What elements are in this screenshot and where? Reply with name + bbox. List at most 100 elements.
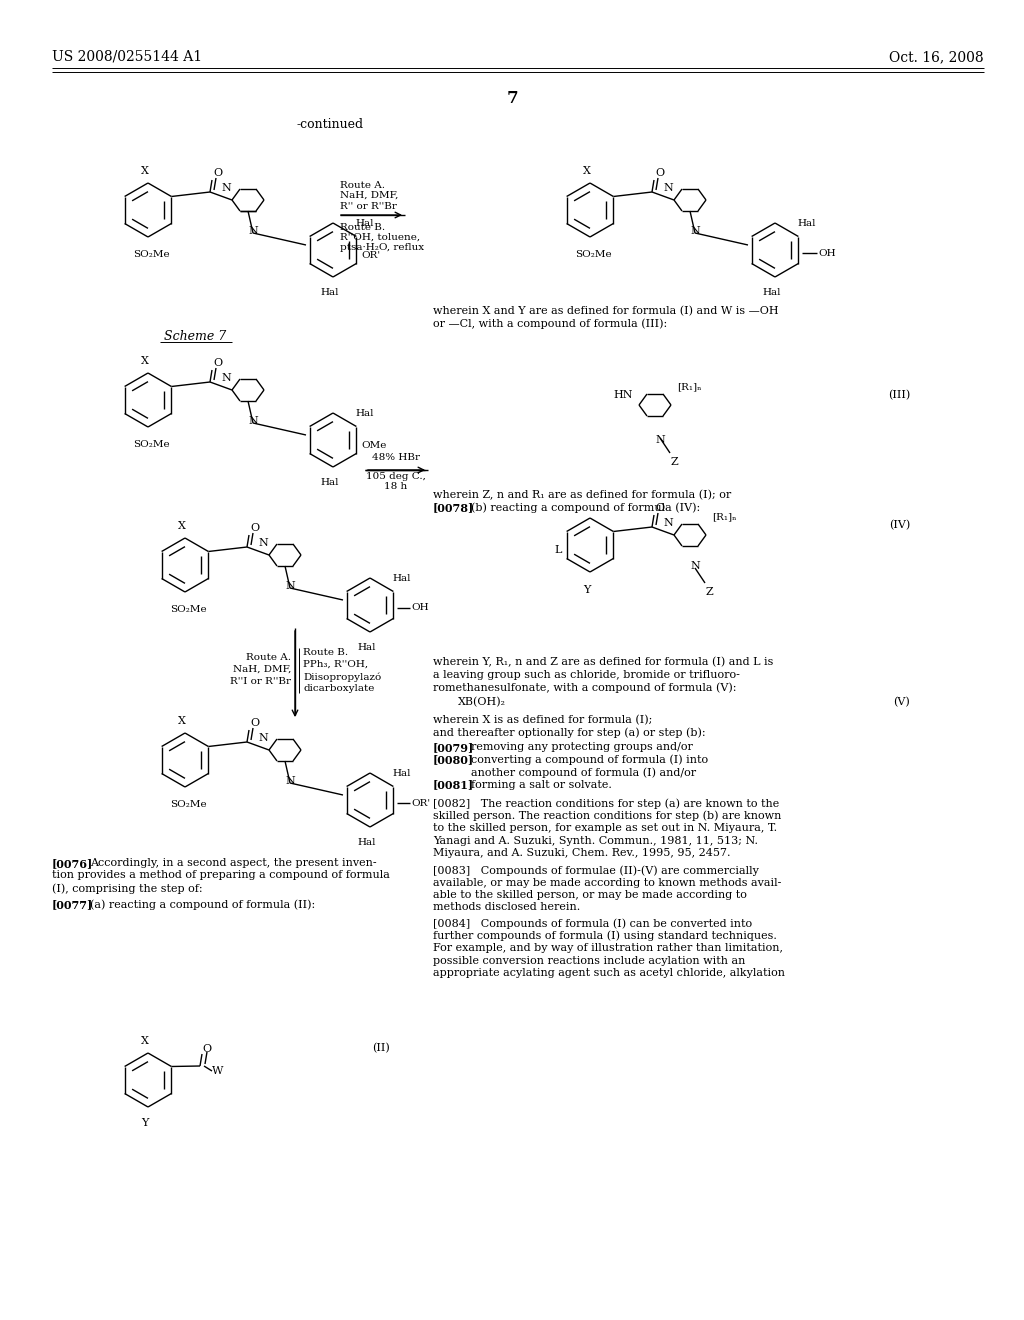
Text: R''I or R''Br: R''I or R''Br — [230, 677, 291, 686]
Text: SO₂Me: SO₂Me — [170, 605, 207, 614]
Text: N: N — [258, 733, 268, 743]
Text: X: X — [141, 356, 148, 366]
Text: Y: Y — [141, 1118, 148, 1129]
Text: 105 deg C.,: 105 deg C., — [366, 473, 426, 480]
Text: ptsa·H₂O, reflux: ptsa·H₂O, reflux — [340, 243, 424, 252]
Text: Route A.: Route A. — [340, 181, 385, 190]
Text: possible conversion reactions include acylation with an: possible conversion reactions include ac… — [433, 956, 745, 965]
Text: N: N — [664, 183, 673, 193]
Text: and thereafter optionally for step (a) or step (b):: and thereafter optionally for step (a) o… — [433, 727, 706, 738]
Text: X: X — [141, 166, 148, 176]
Text: Z: Z — [671, 457, 679, 467]
Text: Hal: Hal — [321, 288, 339, 297]
Text: O: O — [213, 358, 222, 368]
Text: appropriate acylating agent such as acetyl chloride, alkylation: appropriate acylating agent such as acet… — [433, 968, 785, 978]
Text: [0084]   Compounds of formula (I) can be converted into: [0084] Compounds of formula (I) can be c… — [433, 917, 752, 928]
Text: NaH, DMF,: NaH, DMF, — [340, 191, 398, 201]
Text: O: O — [655, 168, 665, 178]
Text: Accordingly, in a second aspect, the present inven-: Accordingly, in a second aspect, the pre… — [90, 858, 377, 869]
Text: [0079]: [0079] — [433, 742, 474, 752]
Text: (a) reacting a compound of formula (II):: (a) reacting a compound of formula (II): — [90, 899, 315, 909]
Text: wherein Y, R₁, n and Z are as defined for formula (I) and L is: wherein Y, R₁, n and Z are as defined fo… — [433, 657, 773, 668]
Text: N: N — [248, 226, 258, 236]
Text: HN: HN — [613, 389, 633, 400]
Text: available, or may be made according to known methods avail-: available, or may be made according to k… — [433, 878, 781, 887]
Text: N: N — [664, 517, 673, 528]
Text: SO₂Me: SO₂Me — [575, 249, 611, 259]
Text: (IV): (IV) — [889, 520, 910, 531]
Text: [0077]: [0077] — [52, 899, 93, 911]
Text: Hal: Hal — [357, 838, 376, 847]
Text: SO₂Me: SO₂Me — [133, 440, 170, 449]
Text: wherein X and Y are as defined for formula (I) and W is —OH: wherein X and Y are as defined for formu… — [433, 306, 778, 317]
Text: Hal: Hal — [357, 643, 376, 652]
Text: skilled person. The reaction conditions for step (b) are known: skilled person. The reaction conditions … — [433, 810, 781, 821]
Text: 48% HBr: 48% HBr — [372, 453, 420, 462]
Text: removing any protecting groups and/or: removing any protecting groups and/or — [471, 742, 693, 752]
Text: Miyaura, and A. Suzuki, Chem. Rev., 1995, 95, 2457.: Miyaura, and A. Suzuki, Chem. Rev., 1995… — [433, 847, 730, 858]
Text: [R₁]ₙ: [R₁]ₙ — [677, 383, 701, 392]
Text: L: L — [554, 545, 562, 554]
Text: [0076]: [0076] — [52, 858, 93, 869]
Text: N: N — [248, 416, 258, 426]
Text: Hal: Hal — [797, 219, 815, 228]
Text: N: N — [258, 539, 268, 548]
Text: OR': OR' — [411, 799, 430, 808]
Text: [0083]   Compounds of formulae (II)-(V) are commercially: [0083] Compounds of formulae (II)-(V) ar… — [433, 865, 759, 875]
Text: Diisopropylazó: Diisopropylazó — [303, 672, 381, 681]
Text: Hal: Hal — [763, 288, 781, 297]
Text: tion provides a method of preparing a compound of formula: tion provides a method of preparing a co… — [52, 870, 390, 880]
Text: O: O — [655, 503, 665, 513]
Text: [0078]: [0078] — [433, 503, 474, 513]
Text: (III): (III) — [888, 389, 910, 400]
Text: Route A.: Route A. — [246, 653, 291, 663]
Text: For example, and by way of illustration rather than limitation,: For example, and by way of illustration … — [433, 942, 783, 953]
Text: (II): (II) — [373, 1043, 390, 1053]
Text: forming a salt or solvate.: forming a salt or solvate. — [471, 780, 612, 789]
Text: [0081]: [0081] — [433, 780, 474, 791]
Text: OH: OH — [411, 603, 429, 612]
Text: Z: Z — [706, 587, 714, 597]
Text: Yanagi and A. Suzuki, Synth. Commun., 1981, 11, 513; N.: Yanagi and A. Suzuki, Synth. Commun., 19… — [433, 836, 758, 846]
Text: O: O — [250, 718, 259, 729]
Text: N: N — [221, 183, 230, 193]
Text: able to the skilled person, or may be made according to: able to the skilled person, or may be ma… — [433, 890, 746, 900]
Text: R''OH, toluene,: R''OH, toluene, — [340, 234, 420, 242]
Text: Hal: Hal — [355, 409, 374, 418]
Text: converting a compound of formula (I) into: converting a compound of formula (I) int… — [471, 755, 709, 766]
Text: Hal: Hal — [392, 574, 411, 583]
Text: [0080]: [0080] — [433, 755, 474, 766]
Text: wherein X is as defined for formula (I);: wherein X is as defined for formula (I); — [433, 715, 652, 725]
Text: to the skilled person, for example as set out in N. Miyaura, T.: to the skilled person, for example as se… — [433, 822, 777, 833]
Text: OMe: OMe — [361, 441, 386, 450]
Text: Y: Y — [584, 585, 591, 595]
Text: [0082]   The reaction conditions for step (a) are known to the: [0082] The reaction conditions for step … — [433, 799, 779, 809]
Text: N: N — [221, 374, 230, 383]
Text: -continued: -continued — [296, 117, 364, 131]
Text: X: X — [583, 166, 591, 176]
Text: N: N — [285, 581, 295, 591]
Text: NaH, DMF,: NaH, DMF, — [232, 665, 291, 675]
Text: (V): (V) — [893, 697, 910, 708]
Text: romethanesulfonate, with a compound of formula (V):: romethanesulfonate, with a compound of f… — [433, 682, 736, 693]
Text: (I), comprising the step of:: (I), comprising the step of: — [52, 883, 203, 894]
Text: a leaving group such as chloride, bromide or trifluoro-: a leaving group such as chloride, bromid… — [433, 669, 740, 680]
Text: R'' or R''Br: R'' or R''Br — [340, 202, 397, 211]
Text: XB(OH)₂: XB(OH)₂ — [458, 697, 506, 708]
Text: methods disclosed herein.: methods disclosed herein. — [433, 903, 581, 912]
Text: another compound of formula (I) and/or: another compound of formula (I) and/or — [471, 767, 696, 777]
Text: PPh₃, R''OH,: PPh₃, R''OH, — [303, 660, 368, 669]
Text: W: W — [212, 1067, 223, 1076]
Text: OH: OH — [818, 248, 836, 257]
Text: wherein Z, n and R₁ are as defined for formula (I); or: wherein Z, n and R₁ are as defined for f… — [433, 490, 731, 500]
Text: 18 h: 18 h — [384, 482, 408, 491]
Text: Oct. 16, 2008: Oct. 16, 2008 — [890, 50, 984, 63]
Text: further compounds of formula (I) using standard techniques.: further compounds of formula (I) using s… — [433, 931, 777, 941]
Text: O: O — [250, 523, 259, 533]
Text: 7: 7 — [506, 90, 518, 107]
Text: OR': OR' — [361, 251, 380, 260]
Text: (b) reacting a compound of formula (IV):: (b) reacting a compound of formula (IV): — [471, 503, 700, 513]
Text: N: N — [285, 776, 295, 785]
Text: US 2008/0255144 A1: US 2008/0255144 A1 — [52, 50, 202, 63]
Text: X: X — [141, 1036, 148, 1045]
